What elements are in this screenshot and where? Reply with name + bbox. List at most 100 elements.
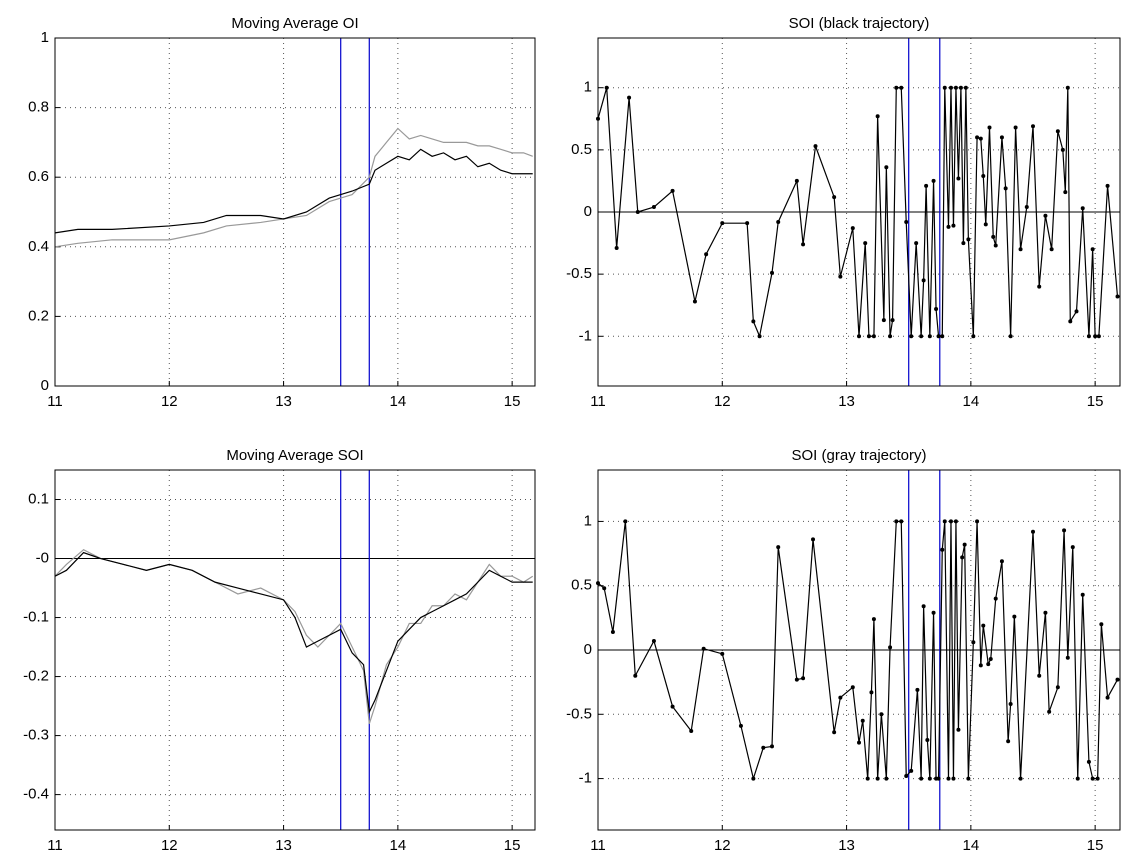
point-marker — [1055, 685, 1060, 690]
x-tick-label: 13 — [275, 393, 292, 410]
point-marker — [701, 646, 706, 651]
point-marker — [1018, 247, 1023, 252]
x-tick-label: 11 — [590, 393, 606, 410]
point-marker — [940, 334, 945, 339]
point-marker — [1105, 183, 1110, 188]
point-marker — [924, 183, 929, 188]
point-marker — [832, 195, 837, 200]
y-tick-label: 0.1 — [28, 490, 49, 507]
axes-frame — [597, 469, 1121, 831]
point-marker — [689, 729, 694, 733]
point-marker — [604, 85, 609, 90]
point-marker — [720, 651, 725, 656]
point-marker — [1075, 776, 1080, 781]
point-marker — [1095, 776, 1100, 781]
point-marker — [614, 246, 619, 251]
point-marker — [1074, 309, 1079, 314]
point-marker — [1065, 655, 1070, 660]
x-tick-label: 14 — [963, 837, 980, 854]
y-tick-label: 0.6 — [28, 168, 49, 185]
point-marker — [914, 241, 919, 246]
point-marker — [899, 519, 904, 524]
chart-title: SOI (gray trajectory) — [791, 447, 926, 464]
y-tick-label: 0.5 — [571, 577, 592, 594]
point-marker — [1105, 695, 1110, 700]
point-marker — [934, 306, 939, 311]
x-tick-label: 15 — [1087, 393, 1104, 410]
point-marker — [720, 221, 725, 226]
point-marker — [942, 85, 947, 90]
point-marker — [850, 685, 855, 690]
point-marker — [770, 270, 774, 275]
point-marker — [610, 630, 615, 634]
point-marker — [919, 334, 924, 339]
point-marker — [1065, 85, 1070, 90]
point-marker — [948, 85, 953, 90]
point-marker — [987, 125, 992, 130]
point-marker — [857, 334, 861, 339]
point-marker — [757, 334, 762, 339]
point-marker — [966, 776, 971, 781]
point-marker — [909, 768, 914, 773]
point-marker — [1096, 334, 1101, 339]
point-marker — [978, 663, 983, 668]
x-tick-label: 14 — [963, 393, 980, 410]
point-marker — [971, 640, 976, 645]
point-marker — [904, 774, 909, 778]
point-marker — [1080, 206, 1085, 211]
point-marker — [761, 745, 766, 750]
y-tick-label: 0.2 — [28, 307, 49, 324]
point-marker — [884, 165, 889, 170]
x-tick-label: 15 — [504, 393, 521, 410]
plot-area — [55, 470, 535, 830]
y-tick-label: 0 — [584, 203, 592, 220]
x-tick-label: 14 — [390, 837, 407, 854]
y-tick-label: -1 — [579, 327, 592, 344]
point-marker — [745, 221, 750, 226]
x-tick-label: 15 — [1087, 837, 1104, 854]
point-marker — [1031, 124, 1035, 129]
point-marker — [953, 519, 958, 524]
point-marker — [627, 95, 632, 100]
y-tick-label: 1 — [41, 29, 49, 46]
y-tick-label: 1 — [584, 512, 592, 529]
point-marker — [1037, 673, 1042, 678]
x-tick-label: 15 — [504, 837, 521, 854]
point-marker — [975, 519, 980, 524]
point-marker — [884, 776, 889, 781]
point-marker — [1008, 702, 1013, 706]
point-marker — [813, 144, 818, 149]
point-marker — [921, 604, 926, 609]
point-marker — [1018, 776, 1023, 781]
point-marker — [919, 776, 924, 781]
point-marker — [921, 278, 926, 283]
point-marker — [975, 135, 980, 140]
point-marker — [988, 657, 993, 661]
point-marker — [953, 85, 958, 90]
point-marker — [776, 219, 781, 224]
point-marker — [909, 334, 914, 339]
point-marker — [1090, 247, 1095, 252]
point-marker — [860, 718, 865, 723]
point-marker — [670, 704, 675, 709]
y-tick-label: 0.5 — [571, 141, 592, 158]
point-marker — [801, 676, 806, 681]
point-marker — [993, 596, 998, 601]
point-marker — [981, 623, 986, 628]
y-tick-label: 0.4 — [28, 238, 49, 255]
x-tick-label: 12 — [714, 393, 731, 410]
series-line — [54, 551, 533, 715]
point-marker — [801, 242, 806, 247]
point-marker — [993, 243, 998, 248]
point-marker — [1006, 739, 1011, 744]
point-marker — [927, 776, 932, 781]
point-marker — [692, 299, 697, 304]
point-marker — [794, 178, 799, 183]
point-marker — [881, 318, 886, 323]
point-marker — [951, 223, 956, 228]
point-marker — [1063, 190, 1068, 195]
point-marker — [961, 241, 966, 246]
point-marker — [871, 617, 876, 622]
point-marker — [951, 776, 956, 781]
y-tick-label: 0 — [41, 377, 49, 394]
